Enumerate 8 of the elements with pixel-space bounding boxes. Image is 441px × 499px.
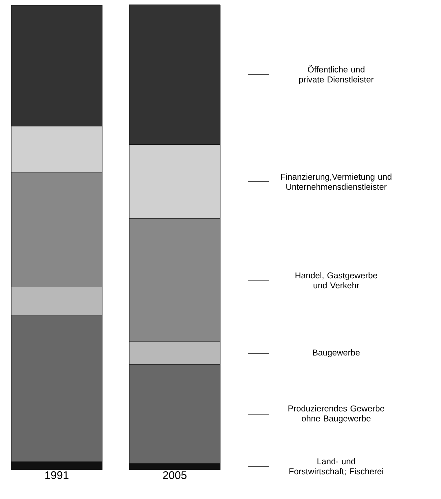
legend-label: Produzierendes Gewerbe ohne Baugewerbe	[288, 405, 384, 424]
text: Handel, Gastgewerbe und Verkehr	[296, 272, 378, 289]
x-tick-label: 1991	[46, 472, 69, 480]
text: Land- und Forstwirtschaft; Fischerei	[290, 458, 384, 476]
legend-label: Finanzierung,Vermietung und Unternehmensdienstleister	[281, 174, 392, 190]
x-tick-label: 2005	[163, 472, 187, 480]
text: Öffentliche und private Dienstleister	[299, 66, 374, 84]
text: Baugewerbe	[313, 350, 360, 358]
